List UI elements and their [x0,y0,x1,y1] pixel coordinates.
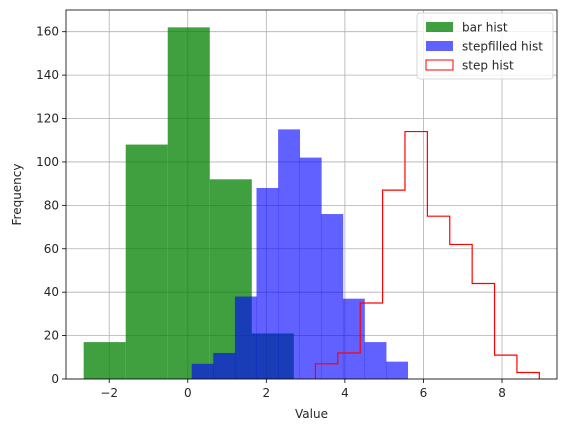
x-tick-label: −2 [100,386,118,400]
y-tick-label: 0 [51,372,59,386]
x-tick-label: 8 [498,386,506,400]
legend-swatch [426,22,453,32]
stepfilled-bin [278,129,301,379]
bar [167,27,210,379]
legend-label: bar hist [462,21,508,35]
x-tick-label: 4 [341,386,349,400]
x-axis-label: Value [295,407,328,421]
y-tick-label: 100 [36,155,59,169]
stepfilled-bin [386,361,409,379]
y-tick-label: 140 [36,68,59,82]
stepfilled-bin [342,298,365,379]
legend-swatch [426,41,453,51]
x-axis-ticks: −2 0 2 4 6 8 [100,379,506,400]
bar [125,144,168,379]
y-tick-label: 60 [44,242,59,256]
bar [83,342,126,379]
x-tick-label: 6 [420,386,428,400]
series-step-hist [314,130,540,379]
x-tick-label: 2 [263,386,271,400]
stepfilled-bin [256,187,279,379]
stepfilled-bin [234,296,257,379]
stepfilled-bin [299,157,322,379]
plot-frame [65,9,558,380]
stepfilled-bin [191,363,214,379]
y-tick-label: 120 [36,112,59,126]
stepfilled-bin [213,352,236,379]
x-tick-label: 0 [184,386,192,400]
legend-swatch [425,59,454,71]
y-tick-label: 20 [44,329,59,343]
legend-label: stepfilled hist [462,40,543,54]
y-tick-label: 160 [36,25,59,39]
series-bar-hist [83,27,294,379]
y-tick-label: 80 [44,198,59,212]
legend-label: step hist [462,59,514,73]
stepfilled-bin [321,214,344,379]
stepfilled-bin [364,342,387,379]
series-stepfilled-hist [191,129,409,379]
y-axis-label: Frequency [10,164,24,226]
legend: bar hist stepfilled hist step hist [416,12,554,80]
y-axis-ticks: 0 20 40 60 80 100 120 140 160 [36,25,66,386]
y-tick-label: 40 [44,285,59,299]
step-outline [314,130,540,379]
histogram-series [83,27,540,379]
